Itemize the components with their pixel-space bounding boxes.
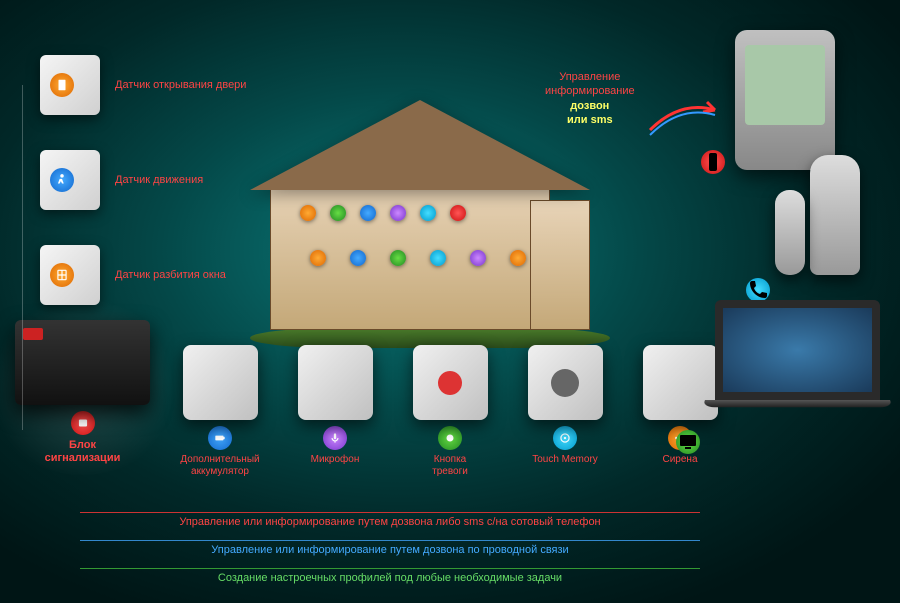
room-dot-icon: [360, 205, 376, 221]
footer-red: Управление или информирование путем дозв…: [80, 512, 700, 528]
side-item-glass: Датчик разбития окна: [40, 245, 226, 305]
callout-l2: информирование: [545, 84, 635, 98]
laptop-screen: [715, 300, 880, 400]
glass-icon: [50, 263, 74, 287]
bot-item-battery: Дополнительныйаккумулятор: [165, 345, 275, 478]
callout-l4: или sms: [545, 113, 635, 127]
panic-label: Кнопкатревоги: [395, 454, 505, 478]
touch-icon: [553, 426, 577, 450]
room-dot-icon: [390, 250, 406, 266]
room-dot-icon: [450, 205, 466, 221]
battery-icon: [208, 426, 232, 450]
side-item-motion: Датчик движения: [40, 150, 203, 210]
panic-photo: [413, 345, 488, 420]
door-sensor-label: Датчик открывания двери: [115, 79, 246, 91]
room-dot-icon: [430, 250, 446, 266]
room-dot-icon: [350, 250, 366, 266]
mic-photo: [298, 345, 373, 420]
motion-sensor-label: Датчик движения: [115, 174, 203, 186]
laptop-base: [702, 400, 893, 407]
callout-l3: дозвон: [545, 99, 635, 113]
alarm-block: Блок сигнализации: [5, 320, 160, 465]
room-dot-icon: [310, 250, 326, 266]
footer-green: Создание настроечных профилей под любые …: [80, 568, 700, 584]
door-icon: [50, 73, 74, 97]
battery-photo: [183, 345, 258, 420]
alarm-block-label: Блок сигнализации: [5, 439, 160, 465]
motion-icon: [50, 168, 74, 192]
computer-icon: [676, 430, 700, 454]
mic-icon: [323, 426, 347, 450]
alarm-block-label-l1: Блок: [69, 439, 96, 451]
room-dot-icon: [330, 205, 346, 221]
landline-icon: [746, 278, 770, 302]
alarm-block-photo: [15, 320, 150, 405]
mobile-icon: [701, 150, 725, 174]
house-porch: [530, 200, 590, 330]
dect-phone: [810, 155, 860, 275]
room-dot-icon: [420, 205, 436, 221]
arrow-icon: [640, 95, 730, 145]
house-roof: [250, 100, 590, 190]
bot-item-touch: Touch Memory: [510, 345, 620, 466]
room-dot-icon: [470, 250, 486, 266]
side-item-door: Датчик открывания двери: [40, 55, 246, 115]
alarm-icon: [71, 411, 95, 435]
callout-l1: Управление: [545, 70, 635, 84]
touch-photo: [528, 345, 603, 420]
footer-blue: Управление или информирование путем дозв…: [80, 540, 700, 556]
laptop-device: [705, 300, 890, 430]
room-dot-icon: [300, 205, 316, 221]
wire: [22, 85, 23, 430]
bot-item-panic: Кнопкатревоги: [395, 345, 505, 478]
bot-item-mic: Микрофон: [280, 345, 390, 466]
panic-icon: [438, 426, 462, 450]
pda-device: [735, 30, 835, 170]
touch-label: Touch Memory: [510, 454, 620, 466]
mic-label: Микрофон: [280, 454, 390, 466]
siren-label: Сирена: [625, 454, 735, 466]
house-illustration: [270, 110, 570, 330]
alarm-block-label-l2: сигнализации: [45, 452, 121, 464]
battery-label: Дополнительныйаккумулятор: [165, 454, 275, 478]
glass-sensor-label: Датчик разбития окна: [115, 269, 226, 281]
callout-text: Управление информирование дозвон или sms: [545, 70, 635, 127]
room-dot-icon: [390, 205, 406, 221]
room-dot-icon: [510, 250, 526, 266]
